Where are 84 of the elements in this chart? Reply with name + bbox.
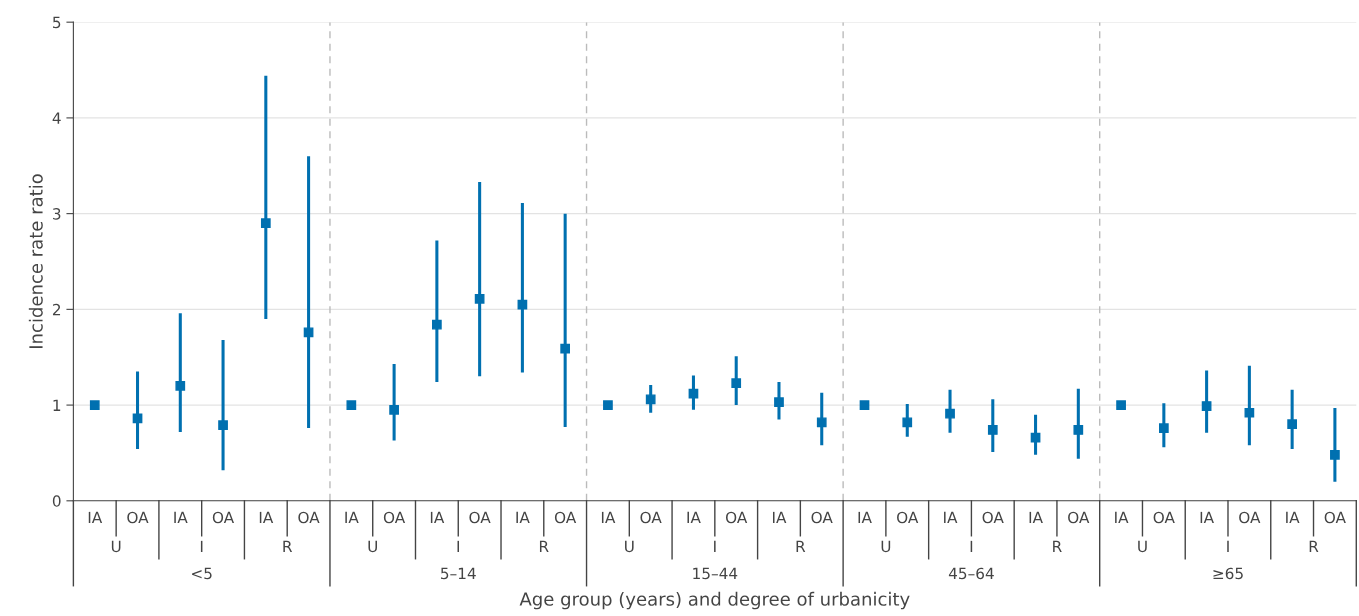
text: U (368, 540, 377, 553)
x-tick-label: IA (601, 511, 616, 524)
x-tick-label: IA (858, 511, 872, 524)
x-tick-label: OA (1153, 511, 1175, 524)
y-tick-label: 3 (53, 208, 61, 220)
x-tick-label: IA (516, 511, 530, 524)
x-tick-label: OA (811, 511, 833, 524)
text: 5–14 (441, 567, 476, 580)
text: ≥65 (1213, 567, 1243, 580)
point (816, 417, 827, 428)
text: I (457, 540, 460, 552)
text: R (1309, 540, 1319, 552)
point (645, 394, 656, 405)
y-axis-title: Incidence rate ratio (28, 174, 43, 348)
point (346, 400, 357, 410)
text: U (111, 540, 121, 553)
point (89, 400, 100, 410)
x-tick-label: OA (212, 511, 235, 524)
x-tick-label: IA (687, 511, 701, 524)
point (1330, 449, 1340, 460)
x-tick-label: OA (554, 511, 577, 524)
text: 15–44 (693, 567, 738, 580)
x-tick-label: OA (1324, 511, 1346, 524)
point (987, 425, 998, 435)
x-tick-label: IA (88, 511, 103, 524)
point (1287, 419, 1297, 430)
point (389, 405, 399, 415)
point (731, 378, 742, 388)
text: 45–64 (948, 567, 994, 580)
x-tick-label: OA (298, 511, 320, 524)
point (303, 327, 314, 338)
x-tick-label: IA (345, 511, 359, 524)
point (1158, 423, 1169, 433)
point (218, 420, 228, 431)
text: R (283, 540, 293, 552)
point (260, 218, 271, 229)
text: I (714, 540, 716, 552)
x-tick-label: IA (944, 511, 958, 524)
x-tick-label: OA (383, 511, 406, 524)
x-tick-label: OA (1239, 511, 1261, 524)
x-tick-label: IA (1200, 511, 1214, 524)
x-tick-label: OA (897, 511, 919, 524)
point (474, 293, 485, 304)
point (774, 397, 784, 408)
x-tick-label: IA (773, 511, 787, 524)
text: U (625, 540, 634, 553)
x-tick-label: IA (1029, 511, 1043, 524)
text: I (970, 540, 973, 552)
x-tick-label: OA (982, 511, 1004, 524)
point (1201, 401, 1212, 411)
point (859, 400, 870, 410)
text: I (1227, 540, 1229, 552)
point (175, 381, 186, 391)
text: U (881, 540, 891, 553)
point (560, 343, 571, 354)
text: I (200, 540, 203, 552)
x-tick-label: OA (640, 511, 662, 524)
text: R (796, 540, 806, 552)
text: R (1053, 540, 1062, 552)
y-tick-label: 5 (53, 16, 61, 29)
text: R (539, 540, 549, 552)
x-tick-label: IA (174, 511, 188, 524)
point (1244, 407, 1255, 418)
x-tick-label: IA (1115, 511, 1129, 524)
x-tick-label: IA (430, 511, 445, 524)
x-tick-label: IA (1286, 511, 1300, 524)
text: <5 (192, 567, 212, 580)
x-tick-label: OA (469, 511, 491, 524)
y-tick-label: 0 (52, 495, 61, 507)
text: U (1138, 540, 1147, 553)
point (945, 408, 955, 419)
y-tick-label: 1 (53, 399, 61, 411)
y-tick-label: 4 (52, 112, 61, 124)
point (603, 400, 613, 410)
x-tick-label: OA (127, 511, 149, 524)
x-tick-label: OA (725, 511, 748, 524)
x-axis-title: Age group (years) and degree of urbanicity (519, 591, 910, 610)
y-tick-label: 2 (52, 303, 61, 316)
point (902, 417, 913, 428)
x-tick-label: OA (1068, 511, 1090, 524)
point (1116, 400, 1126, 410)
point (1073, 425, 1084, 435)
point (432, 319, 442, 330)
x-tick-label: IA (259, 511, 274, 524)
